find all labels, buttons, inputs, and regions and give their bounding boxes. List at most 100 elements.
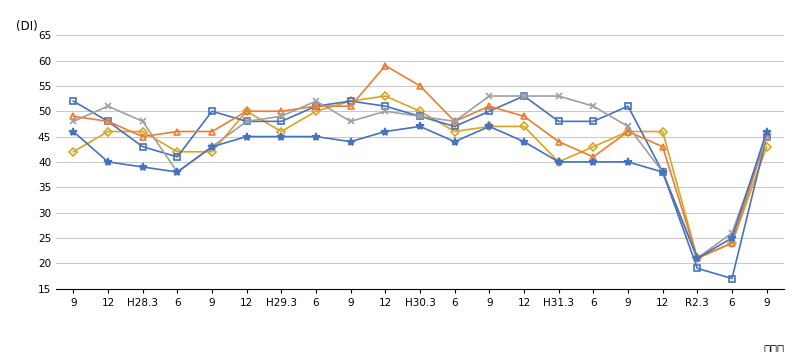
県北地域 xyxy=(346,99,355,103)
県央地域 xyxy=(658,170,667,174)
県央地域 xyxy=(277,119,286,124)
鹿行地域 xyxy=(346,104,355,108)
県北地域 xyxy=(311,109,321,113)
県西地域 xyxy=(381,130,390,134)
鹿行地域 xyxy=(589,155,598,159)
鹿行地域 xyxy=(485,104,494,108)
県央地域 xyxy=(346,99,355,103)
県央地域 xyxy=(173,155,182,159)
Line: 鹿行地域: 鹿行地域 xyxy=(70,62,770,262)
鹿行地域 xyxy=(450,119,459,124)
県南地域 xyxy=(138,119,147,124)
鹿行地域 xyxy=(381,63,390,68)
県南地域 xyxy=(277,114,286,118)
県央地域 xyxy=(519,94,529,98)
県央地域 xyxy=(381,104,390,108)
県西地域 xyxy=(554,160,563,164)
県北地域 xyxy=(381,94,390,98)
県北地域 xyxy=(173,150,182,154)
県央地域 xyxy=(103,119,113,124)
鹿行地域 xyxy=(207,130,217,134)
Line: 県西地域: 県西地域 xyxy=(69,122,771,262)
県北地域 xyxy=(485,124,494,128)
県南地域 xyxy=(693,256,702,260)
県南地域 xyxy=(311,99,321,103)
鹿行地域 xyxy=(242,109,251,113)
鹿行地域 xyxy=(727,241,737,245)
県南地域 xyxy=(381,109,390,113)
県央地域 xyxy=(727,276,737,281)
鹿行地域 xyxy=(519,114,529,118)
県南地域 xyxy=(69,119,78,124)
鹿行地域 xyxy=(658,145,667,149)
鹿行地域 xyxy=(554,139,563,144)
鹿行地域 xyxy=(762,134,771,139)
県南地域 xyxy=(658,170,667,174)
鹿行地域 xyxy=(415,84,425,88)
県北地域 xyxy=(450,130,459,134)
県西地域 xyxy=(69,130,78,134)
県西地域 xyxy=(693,256,702,260)
県南地域 xyxy=(623,124,633,128)
Line: 県央地域: 県央地域 xyxy=(70,93,770,281)
鹿行地域 xyxy=(103,119,113,124)
県西地域 xyxy=(485,124,494,128)
県央地域 xyxy=(311,104,321,108)
県南地域 xyxy=(415,114,425,118)
県南地域 xyxy=(519,94,529,98)
県西地域 xyxy=(277,134,286,139)
県北地域 xyxy=(138,130,147,134)
Text: （月）: （月） xyxy=(763,344,784,352)
県北地域 xyxy=(103,130,113,134)
県北地域 xyxy=(69,150,78,154)
県央地域 xyxy=(138,145,147,149)
県北地域 xyxy=(277,130,286,134)
県西地域 xyxy=(519,139,529,144)
県央地域 xyxy=(242,119,251,124)
県央地域 xyxy=(762,134,771,139)
県南地域 xyxy=(727,231,737,235)
県北地域 xyxy=(415,109,425,113)
県西地域 xyxy=(138,165,147,169)
県西地域 xyxy=(450,139,459,144)
Line: 県南地域: 県南地域 xyxy=(70,93,770,262)
県北地域 xyxy=(554,160,563,164)
県北地域 xyxy=(727,241,737,245)
鹿行地域 xyxy=(69,114,78,118)
県南地域 xyxy=(450,119,459,124)
県南地域 xyxy=(103,104,113,108)
県西地域 xyxy=(589,160,598,164)
県央地域 xyxy=(589,119,598,124)
県西地域 xyxy=(311,134,321,139)
県北地域 xyxy=(693,256,702,260)
鹿行地域 xyxy=(138,134,147,139)
鹿行地域 xyxy=(623,130,633,134)
県央地域 xyxy=(415,114,425,118)
鹿行地域 xyxy=(311,104,321,108)
Text: (DI): (DI) xyxy=(16,20,38,33)
県央地域 xyxy=(207,109,217,113)
県北地域 xyxy=(242,109,251,113)
県北地域 xyxy=(762,145,771,149)
県南地域 xyxy=(173,170,182,174)
県西地域 xyxy=(727,236,737,240)
県南地域 xyxy=(346,119,355,124)
県南地域 xyxy=(762,134,771,139)
県西地域 xyxy=(623,160,633,164)
県央地域 xyxy=(693,266,702,270)
県北地域 xyxy=(589,145,598,149)
県央地域 xyxy=(450,124,459,128)
県南地域 xyxy=(242,119,251,124)
鹿行地域 xyxy=(173,130,182,134)
県南地域 xyxy=(554,94,563,98)
県央地域 xyxy=(485,109,494,113)
県央地域 xyxy=(554,119,563,124)
県南地域 xyxy=(485,94,494,98)
Line: 県北地域: 県北地域 xyxy=(70,93,770,261)
鹿行地域 xyxy=(693,256,702,260)
県西地域 xyxy=(762,130,771,134)
県北地域 xyxy=(623,130,633,134)
鹿行地域 xyxy=(277,109,286,113)
県西地域 xyxy=(242,134,251,139)
県西地域 xyxy=(103,160,113,164)
